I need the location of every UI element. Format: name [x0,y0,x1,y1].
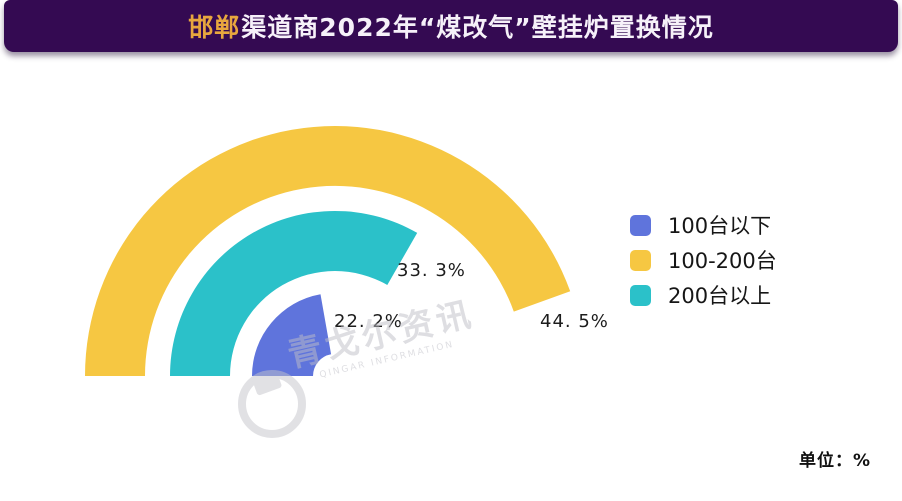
legend-item-under-100: 100台以下 [630,214,777,238]
legend-swatch-blue [630,214,651,236]
unit-label: 单位：% [799,451,872,471]
legend-swatch-yellow [630,249,651,271]
page-title: 渠道商2022年“煤改气”壁挂炉置换情况 [241,13,714,42]
arc-over-200 [170,210,418,376]
legend: 100台以下 100-200台 200台以上 [630,214,777,319]
data-label-over-200: 33. 3% [397,260,466,281]
legend-label: 100台以下 [668,214,772,238]
title-highlight: 邯郸 [188,13,241,42]
data-label-100-200: 44. 5% [540,311,609,332]
legend-label: 100-200台 [668,249,777,273]
chart-title-bar: 邯郸 渠道商2022年“煤改气”壁挂炉置换情况 [4,0,898,52]
legend-swatch-teal [630,284,651,306]
legend-item-over-200: 200台以上 [630,284,777,308]
data-label-under-100: 22. 2% [334,311,403,332]
legend-label: 200台以上 [668,284,772,308]
arc-100-200 [85,126,571,376]
arc-under-100 [252,294,332,376]
legend-item-100-200: 100-200台 [630,249,777,273]
